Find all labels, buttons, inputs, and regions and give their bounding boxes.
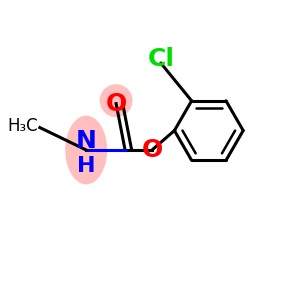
Text: H₃C: H₃C [8,117,38,135]
Text: Cl: Cl [148,47,175,71]
Ellipse shape [65,116,107,184]
Text: H: H [77,156,95,176]
Text: O: O [106,92,127,116]
Ellipse shape [100,84,133,117]
Text: N: N [76,129,97,153]
Text: O: O [141,138,163,162]
